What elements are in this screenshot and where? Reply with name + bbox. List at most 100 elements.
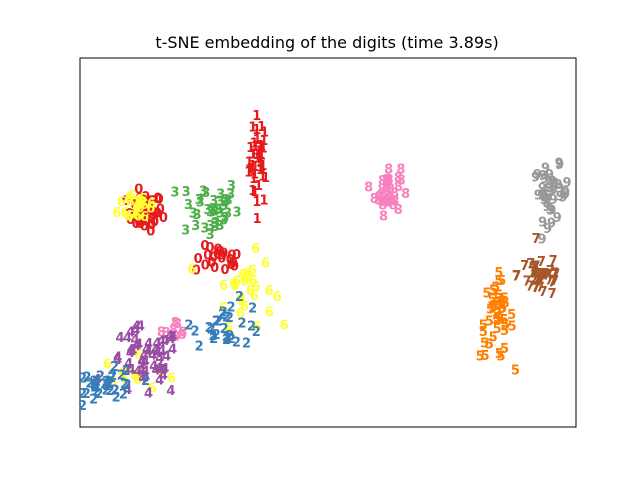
digit-point-1: 1 [252, 123, 261, 138]
digit-point-9: 9 [555, 182, 564, 197]
digit-point-7: 7 [535, 270, 544, 285]
digit-point-6: 6 [273, 290, 282, 305]
digit-point-9: 9 [543, 222, 552, 237]
digit-point-4: 4 [142, 343, 151, 358]
digit-point-3: 3 [191, 219, 200, 234]
digit-point-6: 6 [132, 368, 141, 383]
digit-point-0: 0 [150, 215, 159, 230]
digit-point-5: 5 [498, 302, 507, 317]
digit-point-0: 0 [229, 256, 238, 271]
digit-point-7: 7 [541, 267, 550, 282]
digit-point-4: 4 [158, 363, 167, 378]
digit-point-4: 4 [93, 373, 102, 388]
digit-point-6: 6 [120, 372, 129, 387]
digit-point-0: 0 [153, 192, 162, 207]
digit-point-2: 2 [218, 308, 227, 323]
digit-point-6: 6 [243, 267, 252, 282]
digit-point-0: 0 [217, 249, 226, 264]
digit-point-0: 0 [140, 220, 149, 235]
digit-point-0: 0 [130, 207, 139, 222]
digit-point-9: 9 [540, 191, 549, 206]
digit-point-7: 7 [528, 266, 537, 281]
digit-point-1: 1 [258, 159, 267, 174]
digit-point-5: 5 [501, 296, 510, 311]
digit-point-0: 0 [156, 203, 165, 218]
digit-point-6: 6 [224, 324, 233, 339]
digit-point-9: 9 [550, 176, 559, 191]
digit-point-2: 2 [219, 305, 228, 320]
digit-point-4: 4 [144, 345, 153, 360]
digit-point-8: 8 [157, 326, 166, 341]
digit-point-7: 7 [542, 269, 551, 284]
digit-point-7: 7 [512, 269, 521, 284]
digit-point-2: 2 [112, 391, 121, 406]
digit-point-5: 5 [489, 330, 498, 345]
digit-point-3: 3 [216, 187, 225, 202]
digit-point-0: 0 [134, 197, 143, 212]
digit-point-6: 6 [238, 268, 247, 283]
digit-point-4: 4 [113, 350, 122, 365]
digit-point-5: 5 [489, 299, 498, 314]
digit-point-4: 4 [137, 363, 146, 378]
digit-point-4: 4 [149, 360, 158, 375]
digit-point-6: 6 [131, 370, 140, 385]
digit-point-9: 9 [539, 193, 548, 208]
digit-point-9: 9 [538, 215, 547, 230]
digit-point-6: 6 [280, 318, 289, 333]
digit-point-7: 7 [551, 267, 560, 282]
digit-point-1: 1 [252, 195, 261, 210]
digit-point-1: 1 [253, 151, 262, 166]
digit-point-9: 9 [549, 193, 558, 208]
digit-point-1: 1 [254, 179, 263, 194]
digit-point-1: 1 [253, 212, 262, 227]
digit-point-6: 6 [117, 195, 126, 210]
digit-point-4: 4 [148, 349, 157, 364]
digit-point-2: 2 [107, 371, 116, 386]
digit-point-4: 4 [131, 324, 140, 339]
digit-point-3: 3 [181, 224, 190, 239]
digit-point-7: 7 [531, 280, 540, 295]
digit-point-2: 2 [108, 369, 117, 384]
digit-point-5: 5 [479, 325, 488, 340]
digit-point-1: 1 [250, 167, 259, 182]
digit-point-3: 3 [216, 195, 225, 210]
digit-point-2: 2 [105, 384, 114, 399]
digit-point-5: 5 [500, 324, 509, 339]
digit-point-2: 2 [78, 399, 87, 414]
digit-point-9: 9 [561, 185, 570, 200]
digit-point-7: 7 [546, 264, 555, 279]
digit-point-6: 6 [125, 191, 134, 206]
digit-point-6: 6 [244, 269, 253, 284]
digit-point-6: 6 [237, 295, 246, 310]
digit-point-5: 5 [491, 281, 500, 296]
digit-point-2: 2 [248, 302, 257, 317]
digit-point-7: 7 [548, 275, 557, 290]
digit-point-0: 0 [209, 251, 218, 266]
digit-point-5: 5 [498, 295, 507, 310]
digit-point-8: 8 [171, 330, 180, 345]
digit-point-4: 4 [134, 365, 143, 380]
digit-point-7: 7 [539, 285, 548, 300]
digit-point-1: 1 [257, 120, 266, 135]
digit-point-1: 1 [250, 160, 259, 175]
digit-point-6: 6 [240, 275, 249, 290]
digit-point-0: 0 [227, 258, 236, 273]
digit-point-4: 4 [153, 336, 162, 351]
digit-point-8: 8 [385, 192, 394, 207]
digit-point-8: 8 [382, 174, 391, 189]
digit-point-7: 7 [545, 273, 554, 288]
digit-point-9: 9 [537, 232, 546, 247]
digit-point-5: 5 [488, 301, 497, 316]
digit-point-4: 4 [131, 333, 140, 348]
digit-point-6: 6 [236, 307, 245, 322]
digit-point-0: 0 [136, 214, 145, 229]
digit-point-5: 5 [500, 342, 509, 357]
digit-point-4: 4 [132, 319, 141, 334]
digit-point-2: 2 [85, 377, 94, 392]
digit-point-6: 6 [137, 370, 146, 385]
digit-point-8: 8 [384, 176, 393, 191]
digit-point-8: 8 [383, 172, 392, 187]
digit-point-3: 3 [223, 206, 232, 221]
digit-point-4: 4 [162, 349, 171, 364]
digit-point-6: 6 [132, 208, 141, 223]
